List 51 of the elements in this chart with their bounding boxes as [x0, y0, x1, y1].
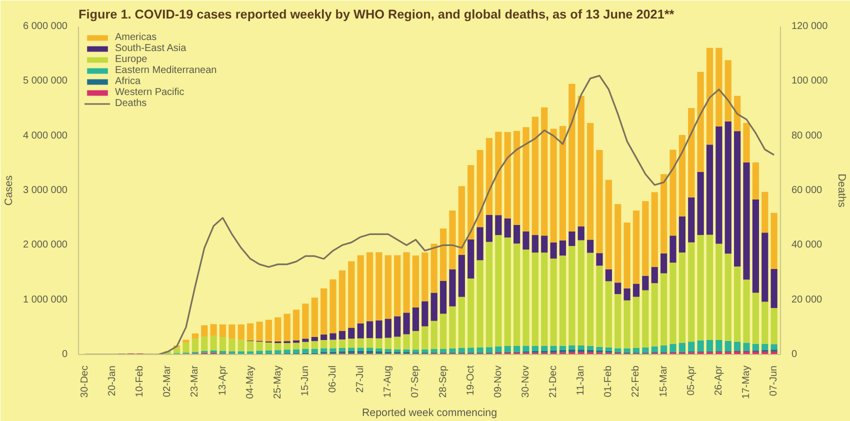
x-tick-label: 17-May [741, 365, 752, 399]
x-tick-label: 01-Feb [603, 365, 614, 398]
legend-label: South-East Asia [115, 43, 186, 54]
x-tick-label: 17-Aug [382, 365, 394, 398]
legend-label: Western Pacific [115, 87, 184, 98]
x-tick-label: 27-Jul [355, 365, 366, 393]
y-tick-label: 4 000 000 [23, 130, 68, 142]
y2-tick-label: 100 000 [792, 76, 828, 87]
x-tick-label: 19-Oct [465, 365, 476, 396]
x-tick-label: 10-Feb [134, 365, 146, 398]
legend-label: Eastern Mediterranean [115, 65, 217, 76]
x-tick-label: 07-Sep [410, 365, 422, 398]
y-axis-title: Cases [3, 175, 16, 206]
x-tick-label: 30-Dec [79, 365, 90, 398]
legend-label: Africa [115, 76, 141, 87]
x-tick-label: 15-Mar [658, 364, 670, 398]
x-tick-label: 05-Apr [686, 364, 697, 396]
y-tick-label: 3 000 000 [23, 185, 68, 196]
x-tick-label: 09-Nov [492, 365, 504, 398]
y-tick-label: 6 000 000 [23, 21, 68, 32]
y2-tick-label: 60 000 [792, 185, 823, 196]
legend-label: Europe [115, 54, 148, 65]
x-tick-label: 22-Feb [630, 365, 642, 398]
y-tick-label: 0 [62, 349, 68, 360]
x-tick-label: 23-Mar [190, 364, 201, 398]
x-tick-label: 25-May [272, 365, 284, 399]
x-tick-label: 02-Mar [162, 364, 174, 398]
x-tick-label: 20-Jan [106, 366, 118, 396]
y-tick-label: 2 000 000 [23, 240, 68, 251]
y-tick-label: 5 000 000 [23, 76, 68, 87]
y2-tick-label: 40 000 [792, 240, 823, 251]
x-tick-label: 30-Nov [520, 365, 532, 398]
y2-tick-label: 0 [792, 349, 798, 360]
x-tick-label: 04-May [244, 365, 256, 399]
y2-tick-label: 80 000 [792, 130, 823, 142]
x-tick-label: 28-Sep [438, 365, 449, 398]
x-tick-label: 13-Apr [217, 364, 228, 396]
y-tick-label: 1 000 000 [23, 294, 68, 306]
y2-tick-label: 120 000 [792, 21, 828, 32]
x-tick-label: 15-Jun [300, 366, 311, 396]
chart-title: Figure 1. COVID-19 cases reported weekly by WHO Region, and global deaths, as of 13 June 2021** [78, 8, 674, 22]
x-tick-label: 11-Jan [576, 365, 587, 396]
y2-tick-label: 20 000 [792, 294, 823, 306]
x-tick-label: 06-Jul [328, 365, 339, 393]
x-tick-label: 26-Apr [713, 364, 724, 396]
legend-label: Deaths [115, 98, 147, 109]
x-tick-label: 07-Jun [768, 366, 780, 396]
x-tick-label: 21-Dec [548, 365, 560, 398]
x-axis-title: Reported week commencing [362, 406, 498, 419]
y2-axis-title: Deaths [836, 174, 848, 208]
legend-label: Americas [115, 32, 157, 43]
